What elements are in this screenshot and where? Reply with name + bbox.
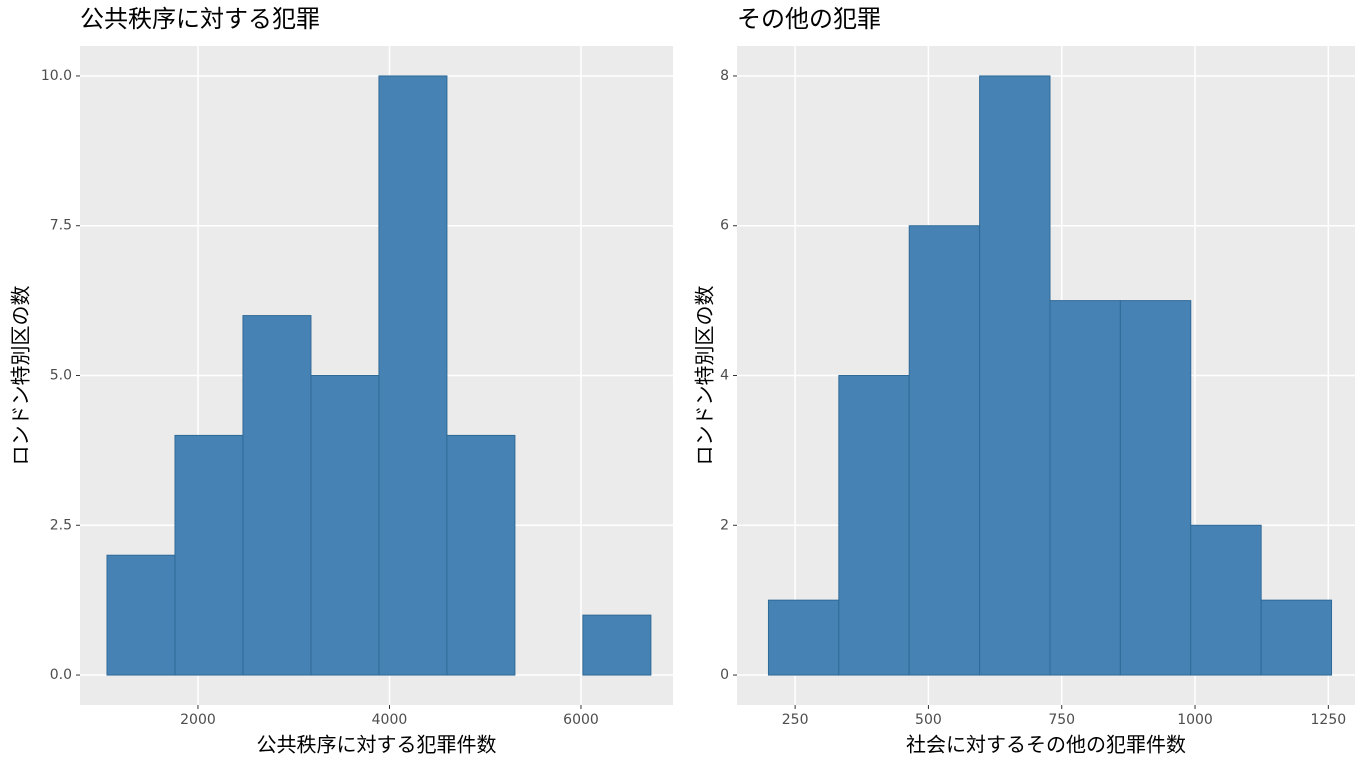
histogram-bar — [1119, 300, 1192, 676]
histogram-bar — [582, 614, 652, 676]
histogram-bar — [838, 375, 910, 676]
y-tick-label: 0 — [720, 667, 729, 683]
y-tick-label: 10.0 — [41, 68, 72, 84]
x-tick-label: 750 — [1048, 712, 1075, 728]
histogram-bar — [378, 75, 448, 676]
histogram-bar — [1260, 599, 1333, 676]
y-tick-label: 7.5 — [50, 218, 72, 234]
y-tick-label: 2.5 — [50, 517, 72, 533]
x-axis-title: 社会に対するその他の犯罪件数 — [906, 733, 1186, 757]
y-tick-label: 6 — [720, 218, 729, 234]
chart-title: その他の犯罪 — [737, 5, 881, 33]
x-tick-label: 1250 — [1311, 712, 1347, 728]
histogram-bar — [908, 225, 981, 676]
y-tick-label: 0.0 — [50, 667, 72, 683]
histogram-bar — [1190, 524, 1262, 676]
x-tick-label: 1000 — [1177, 712, 1213, 728]
histogram-bar — [767, 599, 840, 676]
y-tick-label: 8 — [720, 68, 729, 84]
histogram-bar — [106, 554, 176, 676]
y-tick-label: 2 — [720, 517, 729, 533]
y-axis-title: ロンドン特別区の数 — [693, 286, 717, 466]
histogram-bar — [979, 75, 1051, 676]
histogram-bar — [446, 434, 516, 676]
y-tick-label: 5.0 — [50, 368, 72, 384]
x-tick-label: 2000 — [180, 712, 216, 728]
x-tick-label: 6000 — [563, 712, 599, 728]
x-tick-label: 250 — [782, 712, 809, 728]
histogram-bar — [242, 315, 312, 676]
histogram-bar — [1049, 300, 1121, 676]
histogram-bar — [310, 375, 380, 676]
y-tick-label: 4 — [720, 368, 729, 384]
x-tick-label: 500 — [915, 712, 942, 728]
chart-title: 公共秩序に対する犯罪 — [80, 5, 320, 33]
x-axis-title: 公共秩序に対する犯罪件数 — [257, 733, 497, 757]
x-tick-label: 4000 — [372, 712, 408, 728]
y-axis-title: ロンドン特別区の数 — [9, 286, 33, 466]
histogram-bar — [174, 434, 244, 676]
